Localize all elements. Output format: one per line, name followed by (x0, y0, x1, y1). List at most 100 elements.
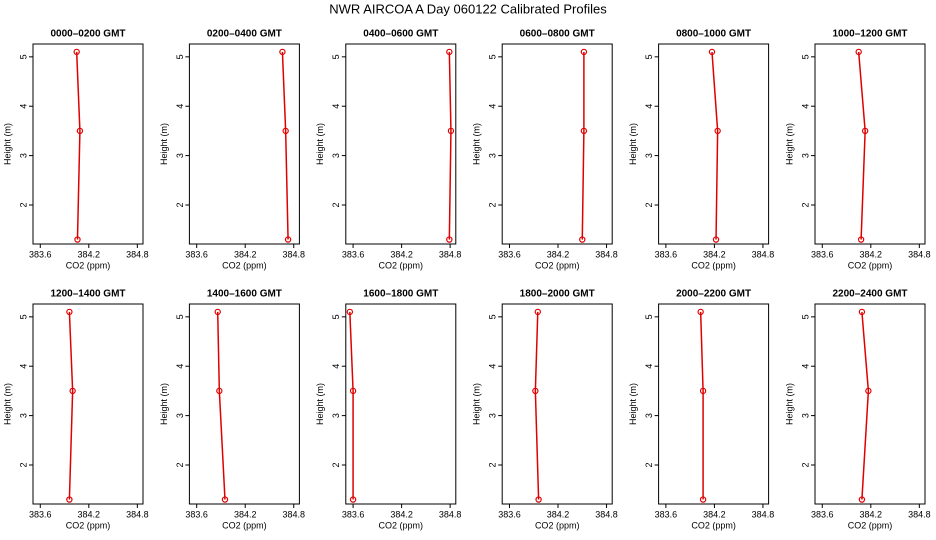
data-point (865, 387, 872, 395)
y-tick-label: 3 (488, 153, 498, 158)
x-axis-label: CO2 (ppm) (535, 260, 580, 270)
y-tick-label: 2 (18, 462, 28, 467)
data-point (446, 236, 453, 243)
x-tick-label: 383.6 (655, 249, 678, 259)
x-axis-label: CO2 (ppm) (535, 520, 580, 530)
data-point (712, 236, 720, 243)
x-tick-label: 383.6 (29, 509, 52, 519)
data-point (76, 127, 84, 135)
y-tick-label: 4 (488, 104, 498, 109)
plot-frame (188, 43, 300, 245)
y-tick-label: 3 (331, 413, 341, 418)
data-point (699, 387, 707, 395)
plot-frame (501, 43, 613, 245)
x-tick-label: 384.8 (595, 249, 618, 259)
x-tick-label: 384.8 (752, 509, 775, 519)
plot-frame (814, 303, 926, 505)
data-point (282, 127, 289, 135)
y-axis-label: Height (m) (2, 383, 12, 425)
y-tick-label: 3 (644, 413, 654, 418)
x-tick-label: 384.8 (752, 249, 775, 259)
y-tick-label: 2 (175, 202, 185, 207)
data-point (579, 236, 586, 243)
profile-line (216, 311, 226, 500)
x-axis-label: CO2 (ppm) (66, 260, 111, 270)
data-point (714, 127, 721, 135)
x-tick-label: 384.8 (439, 509, 462, 519)
data-point (66, 496, 73, 503)
x-tick-label: 384.8 (908, 509, 931, 519)
profile-line (75, 51, 81, 240)
y-tick-label: 4 (800, 104, 810, 109)
profile-line (448, 51, 452, 240)
plot-frame (814, 43, 926, 245)
x-axis-label: CO2 (ppm) (848, 260, 893, 270)
x-axis-label: CO2 (ppm) (66, 520, 111, 530)
x-tick-label: 383.6 (342, 249, 365, 259)
x-tick-label: 383.6 (498, 249, 521, 259)
x-tick-label: 383.6 (29, 249, 52, 259)
profile-line (349, 311, 354, 500)
y-tick-label: 2 (331, 202, 341, 207)
y-tick-label: 4 (331, 364, 341, 369)
y-tick-label: 4 (644, 104, 654, 109)
panel-title: 0400–0600 GMT (363, 29, 438, 40)
y-axis-label: Height (m) (472, 383, 482, 425)
y-tick-label: 4 (18, 364, 28, 369)
x-tick-label: 384.2 (860, 249, 883, 259)
y-tick-label: 3 (800, 153, 810, 158)
y-tick-label: 2 (18, 202, 28, 207)
data-point (214, 308, 221, 316)
y-tick-label: 5 (18, 314, 28, 319)
x-tick-label: 383.6 (498, 509, 521, 519)
data-point (66, 308, 73, 316)
data-point (73, 48, 80, 56)
y-tick-label: 3 (331, 153, 341, 158)
data-point (446, 48, 453, 56)
y-tick-label: 5 (488, 54, 498, 59)
y-tick-label: 2 (488, 202, 498, 207)
data-point (532, 387, 539, 395)
data-point (699, 496, 707, 503)
data-point (697, 308, 704, 316)
x-tick-label: 383.6 (811, 249, 834, 259)
panel-title: 1400–1600 GMT (207, 289, 282, 300)
x-tick-label: 383.6 (185, 509, 208, 519)
x-axis-label: CO2 (ppm) (691, 260, 736, 270)
data-point (855, 48, 862, 56)
x-tick-label: 384.8 (126, 509, 149, 519)
x-tick-label: 384.8 (908, 249, 931, 259)
profile-line (581, 51, 585, 240)
panel-title: 0200–0400 GMT (207, 29, 282, 40)
profile-line (711, 51, 719, 240)
x-tick-label: 384.8 (126, 249, 149, 259)
page-title: NWR AIRCOA A Day 060122 Calibrated Profi… (329, 1, 607, 16)
x-tick-label: 383.6 (655, 509, 678, 519)
data-point (279, 48, 286, 56)
data-point (349, 387, 357, 395)
plot-frame (32, 303, 144, 505)
y-tick-label: 3 (644, 153, 654, 158)
plot-frame (501, 303, 613, 505)
y-axis-label: Height (m) (315, 383, 325, 425)
profile-line (699, 311, 704, 500)
data-point (346, 308, 354, 316)
y-tick-label: 5 (175, 314, 185, 319)
plot-frame (345, 43, 457, 245)
profile-line (534, 311, 540, 500)
y-tick-label: 3 (175, 153, 185, 158)
data-point (858, 308, 866, 316)
y-tick-label: 5 (18, 54, 28, 59)
y-tick-label: 4 (18, 104, 28, 109)
data-point (216, 387, 223, 395)
y-tick-label: 3 (18, 413, 28, 418)
x-tick-label: 383.6 (811, 509, 834, 519)
x-tick-label: 384.8 (595, 509, 618, 519)
panel-title: 0800–1000 GMT (676, 29, 751, 40)
data-point (284, 236, 292, 243)
profile-line (861, 311, 870, 500)
panel-title: 0000–0200 GMT (50, 29, 125, 40)
data-point (858, 496, 866, 503)
data-point (580, 48, 588, 56)
